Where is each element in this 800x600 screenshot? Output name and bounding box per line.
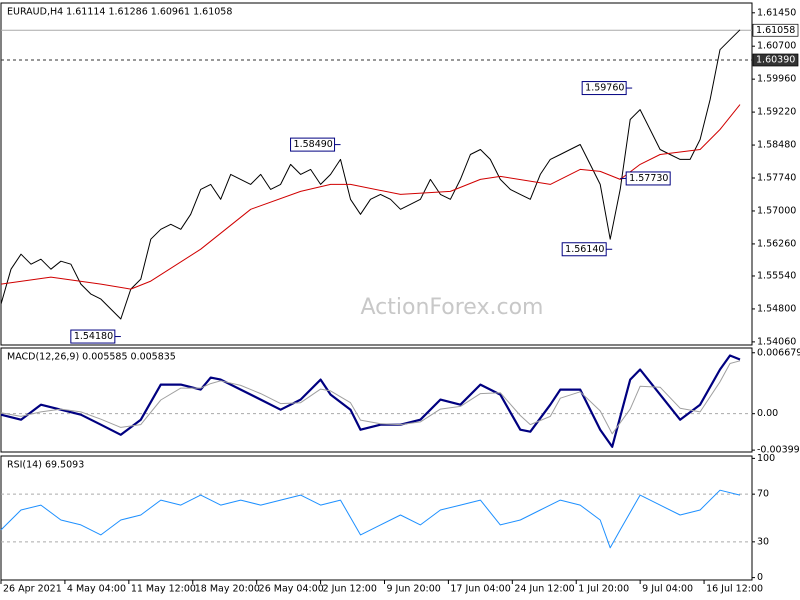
y-tick-label: 1.57000	[757, 205, 796, 216]
price-label-box	[752, 53, 799, 67]
y-tick-label: -0.003994	[757, 445, 800, 456]
price-label-box	[752, 23, 799, 37]
y-tick-label: 1.54060	[757, 336, 796, 347]
y-tick-label: 1.59960	[757, 74, 796, 85]
panel-title: MACD(12,26,9) 0.005585 0.005835	[7, 352, 176, 363]
y-tick-label: 30	[757, 536, 769, 547]
x-tick-label: 9 Jul 04:00	[642, 584, 693, 595]
annotation-box	[70, 329, 116, 344]
y-tick-label: 1.55540	[757, 270, 796, 281]
watermark: ActionForex.com	[361, 295, 544, 320]
x-tick-label: 26 Apr 2021	[3, 584, 62, 595]
y-tick-label: 70	[757, 489, 769, 500]
x-tick-label: 24 Jun 12:00	[514, 584, 574, 595]
x-tick-label: 2 Jun 12:00	[323, 584, 377, 595]
annotation-label: 1.57730	[629, 173, 668, 184]
panel-title: EURAUD,H4 1.61114 1.61286 1.60961 1.6105…	[7, 7, 232, 18]
x-tick-label: 1 Jul 20:00	[578, 584, 629, 595]
y-tick-label: 1.56260	[757, 238, 796, 249]
annotation-box	[561, 242, 607, 257]
annotation-box	[625, 171, 671, 186]
y-tick-label: 100	[757, 453, 775, 464]
y-tick-label: 0.006679	[757, 347, 800, 358]
x-tick-label: 18 May 20:00	[195, 584, 260, 595]
panel-title: RSI(14) 69.5093	[7, 460, 84, 471]
price-label: 1.60390	[756, 55, 795, 66]
x-tick-label: 26 May 04:00	[259, 584, 324, 595]
series-line	[0, 29, 741, 320]
y-tick-label: 1.58480	[757, 140, 796, 151]
y-tick-label: 1.57740	[757, 173, 796, 184]
annotation-label: 1.54180	[74, 331, 113, 342]
y-tick-label: 1.59220	[757, 107, 796, 118]
x-tick-label: 9 Jun 20:00	[386, 584, 440, 595]
x-tick-label: 4 May 04:00	[67, 584, 126, 595]
y-tick-label: 0.00	[757, 408, 778, 419]
series-line	[0, 354, 741, 448]
x-tick-label: 17 Jun 04:00	[450, 584, 510, 595]
annotation-label: 1.58490	[294, 139, 333, 150]
price-label: 1.61058	[756, 25, 795, 36]
annotation-box	[290, 137, 336, 152]
y-tick-label: 0	[757, 572, 763, 583]
annotation-label: 1.56140	[565, 244, 604, 255]
series-line	[0, 104, 741, 290]
annotation-box	[581, 81, 627, 96]
y-tick-label: 1.54800	[757, 303, 796, 314]
x-tick-label: 11 May 12:00	[131, 584, 196, 595]
series-line	[0, 360, 741, 435]
annotation-label: 1.59760	[585, 83, 624, 94]
series-line	[0, 489, 741, 549]
y-tick-label: 1.61450	[757, 7, 796, 18]
y-tick-label: 1.60700	[757, 41, 796, 52]
x-tick-label: 16 Jul 12:00	[706, 584, 763, 595]
